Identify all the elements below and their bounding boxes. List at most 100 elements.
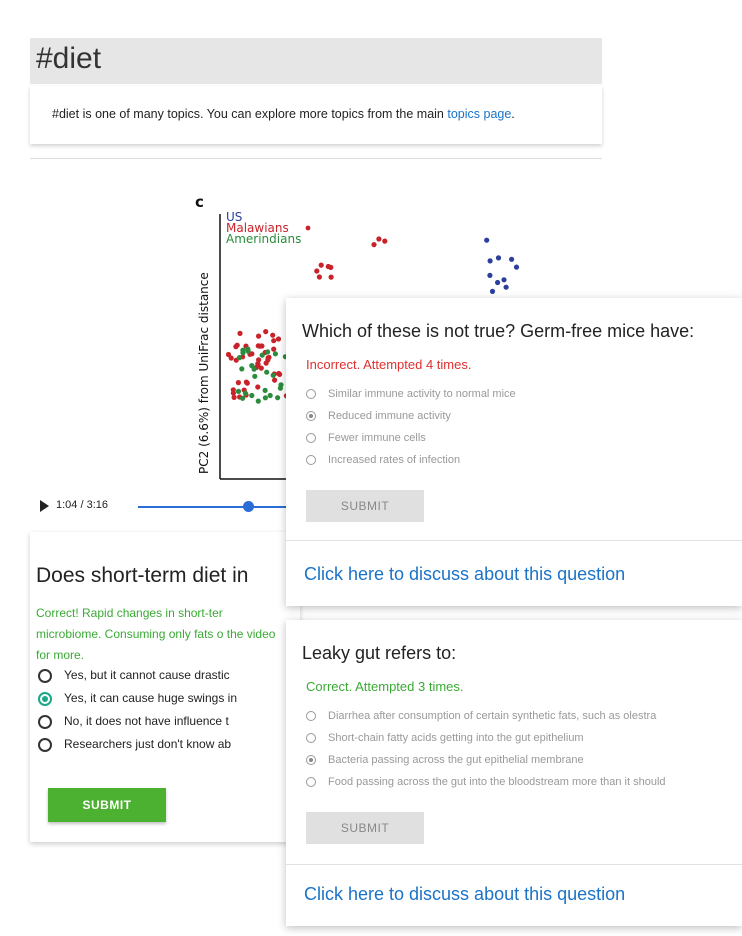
figure-panel-letter: c <box>195 193 204 211</box>
scatter-point <box>242 390 249 396</box>
answer-option[interactable]: Increased rates of infection <box>306 454 460 466</box>
answer-option[interactable]: Diarrhea after consumption of certain sy… <box>306 710 656 722</box>
scatter-point <box>489 288 496 294</box>
scatter-point <box>487 272 493 278</box>
scatter-point <box>509 256 515 262</box>
scatter-point <box>270 372 276 378</box>
answer-option-label: Reduced immune activity <box>328 410 451 422</box>
scatter-point <box>513 264 520 270</box>
answer-option-label: Yes, but it cannot cause drastic <box>64 668 230 682</box>
scatter-point <box>251 366 257 372</box>
question-card-diet: Does short-term diet in Correct! Rapid c… <box>30 532 300 842</box>
answer-option-label: No, it does not have influence t <box>64 714 229 728</box>
discuss-link[interactable]: Click here to discuss about this questio… <box>304 884 626 904</box>
discuss-link[interactable]: Click here to discuss about this questio… <box>304 564 626 584</box>
scatter-point <box>495 255 502 261</box>
question-title: Does short-term diet in <box>36 564 249 587</box>
scatter-point <box>239 366 245 372</box>
scatter-point <box>249 392 255 399</box>
radio-icon[interactable] <box>306 433 316 444</box>
scatter-point <box>267 392 273 399</box>
radio-icon[interactable] <box>306 733 316 744</box>
submit-button[interactable]: SUBMIT <box>48 788 166 822</box>
scatter-point <box>275 395 281 401</box>
play-icon[interactable] <box>40 500 49 512</box>
legend-marker <box>305 225 311 231</box>
topic-description: #diet is one of many topics. You can exp… <box>30 86 602 144</box>
scatter-point <box>240 350 246 356</box>
answer-option-label: Researchers just don't know ab <box>64 737 232 751</box>
scatter-point <box>230 390 236 396</box>
scatter-point <box>243 379 249 385</box>
video-scrubber-handle[interactable] <box>243 501 254 512</box>
scatter-point <box>240 395 246 401</box>
answer-option[interactable]: Researchers just don't know ab <box>38 737 231 759</box>
scatter-point <box>314 268 320 274</box>
submit-button[interactable]: SUBMIT <box>306 812 424 844</box>
question-title: Leaky gut refers to: <box>302 643 457 663</box>
scatter-point <box>275 336 282 342</box>
scatter-point <box>484 237 490 243</box>
video-controls: 1:04 / 3:16 <box>30 495 320 519</box>
scatter-point <box>256 357 262 363</box>
answer-option[interactable]: Food passing across the gut into the blo… <box>306 776 666 788</box>
scatter-point <box>503 284 509 290</box>
answer-option[interactable]: Similar immune activity to normal mice <box>306 388 516 400</box>
answer-option[interactable]: Reduced immune activity <box>306 410 451 422</box>
radio-icon[interactable] <box>306 777 316 788</box>
question-card-leaky-gut: Leaky gut refers to: Correct. Attempted … <box>286 620 742 926</box>
scatter-point <box>231 394 237 400</box>
video-time: 1:04 / 3:16 <box>56 499 108 511</box>
scatter-point <box>265 357 271 363</box>
scatter-point <box>382 238 388 244</box>
radio-icon[interactable] <box>306 711 316 722</box>
scatter-point <box>256 333 262 339</box>
divider <box>286 540 742 541</box>
scatter-point <box>328 264 334 270</box>
answer-option-label: Diarrhea after consumption of certain sy… <box>328 710 657 722</box>
scatter-point <box>235 380 241 386</box>
plot-ylabel: PC2 (6.6%) from UniFrac distance <box>197 272 211 474</box>
scatter-point <box>376 236 382 242</box>
radio-selected-icon[interactable] <box>38 691 52 706</box>
radio-selected-icon[interactable] <box>306 411 316 422</box>
radio-icon[interactable] <box>38 668 52 683</box>
answer-option[interactable]: Bacteria passing across the gut epitheli… <box>306 754 584 766</box>
answer-option[interactable]: Yes, but it cannot cause drastic <box>38 668 230 690</box>
topics-page-link[interactable]: topics page <box>447 107 512 121</box>
scatter-point <box>235 388 242 394</box>
scatter-point <box>234 342 240 348</box>
topic-description-suffix: . <box>511 107 515 121</box>
scatter-point <box>259 352 265 358</box>
answer-option-label: Short-chain fatty acids getting into the… <box>328 732 584 744</box>
scatter-point <box>257 343 263 349</box>
scatter-point <box>264 369 270 375</box>
question-card-germ-free: Which of these is not true? Germ-free mi… <box>286 298 742 606</box>
submit-button[interactable]: SUBMIT <box>306 490 424 522</box>
scatter-point <box>371 242 377 248</box>
scatter-point <box>271 338 277 344</box>
radio-icon[interactable] <box>38 737 52 752</box>
radio-icon[interactable] <box>306 389 316 400</box>
scatter-point <box>255 398 261 404</box>
scatter-point <box>272 351 278 357</box>
scatter-point <box>245 346 251 352</box>
answer-option[interactable]: Fewer immune cells <box>306 432 426 444</box>
radio-icon[interactable] <box>38 714 52 729</box>
scatter-point <box>255 384 261 390</box>
radio-icon[interactable] <box>306 455 316 466</box>
scatter-point <box>258 365 264 371</box>
answer-option[interactable]: Yes, it can cause huge swings in <box>38 691 237 713</box>
scatter-point <box>225 351 232 358</box>
video-progress-bar[interactable] <box>138 506 308 508</box>
scatter-point <box>318 262 324 268</box>
divider <box>286 864 742 865</box>
scatter-point <box>228 355 234 361</box>
page-title: #diet <box>36 42 102 75</box>
scatter-point <box>236 355 243 361</box>
scatter-point <box>270 332 276 338</box>
answer-option[interactable]: No, it does not have influence t <box>38 714 229 736</box>
radio-selected-icon[interactable] <box>306 755 316 766</box>
answer-option[interactable]: Short-chain fatty acids getting into the… <box>306 732 584 744</box>
